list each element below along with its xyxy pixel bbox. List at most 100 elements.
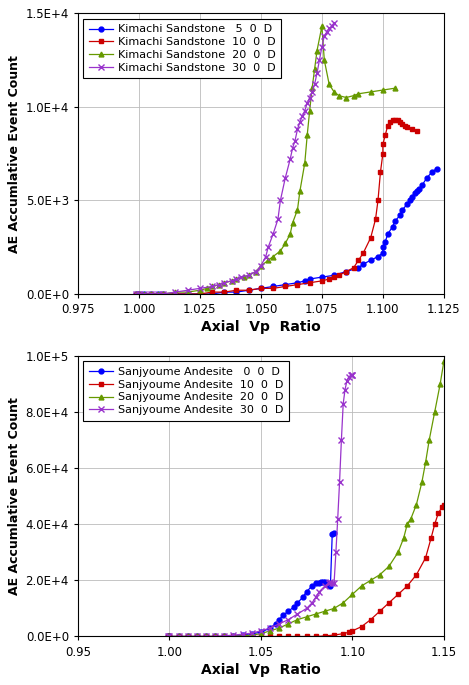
Kimachi Sandstone   5  0  D bbox=[209, 290, 215, 298]
Kimachi Sandstone  30  0  D bbox=[282, 174, 288, 182]
Sanjyoume Andesite  20  0  D bbox=[185, 632, 190, 640]
Kimachi Sandstone  20  0  D bbox=[217, 281, 222, 289]
Line: Kimachi Sandstone   5  0  D: Kimachi Sandstone 5 0 D bbox=[134, 166, 439, 297]
Sanjyoume Andesite  20  0  D bbox=[212, 632, 218, 640]
Kimachi Sandstone  30  0  D bbox=[209, 282, 215, 290]
Kimachi Sandstone  10  0  D bbox=[209, 288, 215, 296]
Sanjyoume Andesite  30  0  D bbox=[317, 588, 322, 596]
Sanjyoume Andesite   0  0  D bbox=[291, 603, 296, 611]
Kimachi Sandstone  20  0  D bbox=[351, 92, 356, 100]
Y-axis label: AE Accumlative Event Count: AE Accumlative Event Count bbox=[8, 55, 21, 253]
Kimachi Sandstone   5  0  D bbox=[380, 249, 386, 257]
Sanjyoume Andesite  30  0  D bbox=[249, 629, 255, 637]
Kimachi Sandstone  10  0  D bbox=[373, 215, 378, 223]
Sanjyoume Andesite  10  0  D bbox=[276, 632, 282, 640]
Kimachi Sandstone   5  0  D bbox=[343, 267, 349, 275]
Kimachi Sandstone  10  0  D bbox=[392, 116, 398, 124]
Sanjyoume Andesite  30  0  D bbox=[349, 371, 355, 379]
Sanjyoume Andesite  10  0  D bbox=[436, 509, 441, 517]
Sanjyoume Andesite  10  0  D bbox=[432, 520, 438, 528]
Sanjyoume Andesite   0  0  D bbox=[320, 577, 326, 586]
Sanjyoume Andesite  30  0  D bbox=[326, 579, 332, 587]
Sanjyoume Andesite   0  0  D bbox=[166, 632, 172, 640]
Kimachi Sandstone  30  0  D bbox=[331, 18, 337, 27]
Kimachi Sandstone  30  0  D bbox=[221, 279, 227, 287]
Kimachi Sandstone  20  0  D bbox=[221, 279, 227, 287]
Kimachi Sandstone  10  0  D bbox=[295, 281, 300, 289]
Sanjyoume Andesite   0  0  D bbox=[240, 631, 245, 639]
Sanjyoume Andesite  20  0  D bbox=[276, 624, 282, 632]
Kimachi Sandstone  30  0  D bbox=[275, 215, 281, 223]
Kimachi Sandstone   5  0  D bbox=[246, 286, 251, 295]
Sanjyoume Andesite  10  0  D bbox=[231, 632, 236, 640]
Kimachi Sandstone  20  0  D bbox=[287, 230, 293, 238]
Sanjyoume Andesite  20  0  D bbox=[295, 616, 300, 624]
Kimachi Sandstone  20  0  D bbox=[141, 290, 147, 298]
Sanjyoume Andesite  30  0  D bbox=[349, 371, 355, 379]
Kimachi Sandstone   5  0  D bbox=[197, 290, 203, 298]
Sanjyoume Andesite  20  0  D bbox=[349, 590, 355, 599]
Sanjyoume Andesite  20  0  D bbox=[340, 599, 346, 607]
Kimachi Sandstone   5  0  D bbox=[141, 290, 147, 298]
Kimachi Sandstone  20  0  D bbox=[392, 84, 398, 92]
Kimachi Sandstone  10  0  D bbox=[356, 256, 361, 264]
Legend: Kimachi Sandstone   5  0  D, Kimachi Sandstone  10  0  D, Kimachi Sandstone  20 : Kimachi Sandstone 5 0 D, Kimachi Sandsto… bbox=[83, 19, 281, 78]
Sanjyoume Andesite  10  0  D bbox=[212, 632, 218, 640]
Kimachi Sandstone  30  0  D bbox=[217, 281, 222, 289]
Kimachi Sandstone  30  0  D bbox=[302, 106, 308, 114]
Kimachi Sandstone   5  0  D bbox=[407, 197, 413, 205]
Kimachi Sandstone  30  0  D bbox=[136, 290, 142, 298]
Kimachi Sandstone  30  0  D bbox=[300, 112, 305, 121]
Kimachi Sandstone  20  0  D bbox=[253, 267, 259, 275]
Sanjyoume Andesite  10  0  D bbox=[194, 632, 200, 640]
Kimachi Sandstone  10  0  D bbox=[246, 286, 251, 295]
Sanjyoume Andesite  20  0  D bbox=[240, 632, 245, 640]
Kimachi Sandstone  20  0  D bbox=[160, 290, 166, 298]
Kimachi Sandstone  10  0  D bbox=[185, 290, 190, 298]
Kimachi Sandstone   5  0  D bbox=[400, 206, 405, 214]
Sanjyoume Andesite  30  0  D bbox=[340, 399, 346, 408]
Sanjyoume Andesite   0  0  D bbox=[194, 632, 200, 640]
Kimachi Sandstone  10  0  D bbox=[336, 271, 342, 279]
Sanjyoume Andesite  30  0  D bbox=[267, 624, 273, 632]
Kimachi Sandstone  20  0  D bbox=[307, 106, 312, 114]
Kimachi Sandstone  30  0  D bbox=[297, 118, 303, 126]
Kimachi Sandstone  30  0  D bbox=[148, 290, 154, 298]
Kimachi Sandstone  10  0  D bbox=[134, 290, 139, 298]
Kimachi Sandstone  10  0  D bbox=[160, 290, 166, 298]
Sanjyoume Andesite  20  0  D bbox=[165, 632, 170, 640]
Kimachi Sandstone  10  0  D bbox=[395, 116, 401, 124]
Sanjyoume Andesite  30  0  D bbox=[329, 578, 335, 586]
Kimachi Sandstone  30  0  D bbox=[265, 243, 271, 251]
Kimachi Sandstone  20  0  D bbox=[326, 80, 332, 88]
Sanjyoume Andesite  20  0  D bbox=[267, 627, 273, 635]
Sanjyoume Andesite  20  0  D bbox=[249, 631, 255, 639]
Kimachi Sandstone  10  0  D bbox=[414, 127, 420, 136]
Sanjyoume Andesite  30  0  D bbox=[344, 377, 350, 385]
Kimachi Sandstone  20  0  D bbox=[304, 131, 310, 139]
Sanjyoume Andesite  10  0  D bbox=[258, 632, 264, 640]
Kimachi Sandstone  10  0  D bbox=[270, 284, 276, 292]
Kimachi Sandstone  20  0  D bbox=[309, 84, 315, 92]
Kimachi Sandstone  20  0  D bbox=[331, 88, 337, 96]
Sanjyoume Andesite  10  0  D bbox=[203, 632, 209, 640]
Kimachi Sandstone   5  0  D bbox=[361, 260, 366, 268]
Sanjyoume Andesite  30  0  D bbox=[348, 371, 353, 379]
Sanjyoume Andesite   0  0  D bbox=[318, 578, 324, 586]
Kimachi Sandstone  10  0  D bbox=[378, 169, 383, 177]
Kimachi Sandstone  30  0  D bbox=[197, 284, 203, 292]
Kimachi Sandstone  30  0  D bbox=[317, 56, 322, 64]
Kimachi Sandstone   5  0  D bbox=[434, 164, 439, 173]
Kimachi Sandstone  10  0  D bbox=[343, 267, 349, 275]
Kimachi Sandstone   5  0  D bbox=[270, 282, 276, 290]
Sanjyoume Andesite  20  0  D bbox=[313, 610, 318, 618]
Sanjyoume Andesite  20  0  D bbox=[166, 632, 172, 640]
Sanjyoume Andesite  30  0  D bbox=[322, 582, 328, 590]
Kimachi Sandstone  10  0  D bbox=[402, 121, 408, 129]
Sanjyoume Andesite  10  0  D bbox=[377, 607, 383, 615]
Sanjyoume Andesite  10  0  D bbox=[286, 632, 291, 640]
Kimachi Sandstone  10  0  D bbox=[404, 123, 410, 132]
Sanjyoume Andesite  20  0  D bbox=[194, 632, 200, 640]
Kimachi Sandstone  30  0  D bbox=[292, 136, 298, 145]
Sanjyoume Andesite  10  0  D bbox=[267, 632, 273, 640]
